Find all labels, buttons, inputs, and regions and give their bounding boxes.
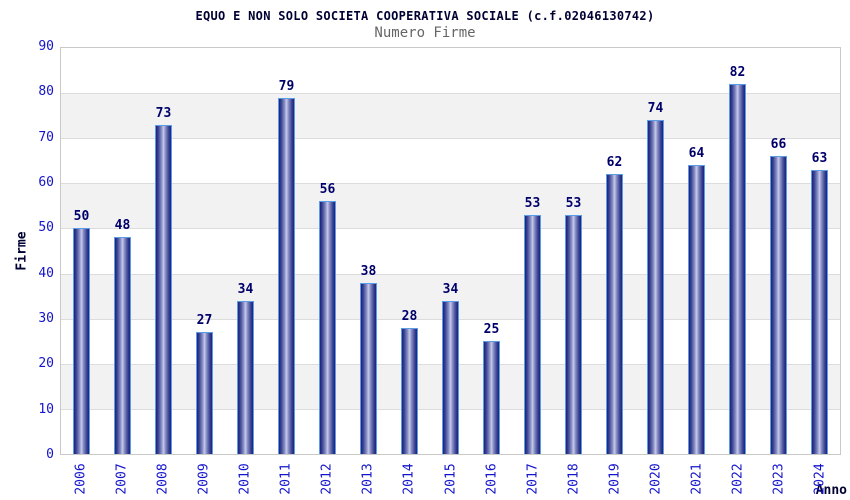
bar-2009 — [196, 332, 213, 454]
y-tick-label: 90 — [38, 39, 54, 54]
x-tick-label: 2022 — [730, 463, 746, 495]
bar-value-label: 38 — [360, 263, 377, 279]
bar-2018 — [565, 214, 582, 454]
bar-2011 — [278, 97, 295, 454]
bar-2021 — [688, 165, 705, 454]
bar-2019 — [606, 174, 623, 454]
x-tick-label: 2014 — [401, 463, 417, 495]
chart-subtitle: Numero Firme — [374, 25, 476, 41]
bar-value-label: 64 — [688, 146, 705, 162]
bar-value-label: 63 — [811, 150, 828, 166]
y-axis-title: Firme — [14, 231, 30, 271]
y-tick-label: 80 — [38, 84, 54, 100]
gridline — [61, 183, 840, 185]
y-tick-label: 50 — [38, 220, 54, 236]
gridline — [61, 228, 840, 230]
y-tick-label: 10 — [38, 401, 54, 417]
x-tick-label: 2016 — [484, 463, 500, 495]
x-tick-label: 2007 — [114, 463, 130, 495]
x-tick-label: 2010 — [237, 463, 253, 495]
x-tick-label: 2017 — [525, 463, 541, 495]
x-tick-label: 2024 — [812, 463, 828, 495]
bar-2008 — [155, 124, 172, 454]
bar-2014 — [401, 327, 418, 454]
bar-value-label: 53 — [565, 195, 582, 211]
bar-2012 — [319, 201, 336, 454]
bar-2015 — [442, 300, 459, 454]
y-tick-label: 30 — [38, 311, 54, 326]
chart-title: EQUO E NON SOLO SOCIETA COOPERATIVA SOCI… — [195, 9, 655, 23]
y-tick-label: 70 — [38, 129, 54, 145]
y-tick-label: 0 — [46, 447, 54, 462]
bar-value-label: 27 — [196, 313, 213, 329]
bar-value-label: 50 — [73, 209, 90, 225]
gridline — [61, 138, 840, 140]
plot-band — [61, 183, 840, 229]
x-tick-label: 2012 — [319, 463, 335, 495]
bar-value-label: 56 — [319, 182, 336, 198]
gridline — [61, 93, 840, 95]
bar-2023 — [770, 156, 787, 454]
bar-2010 — [237, 300, 254, 454]
x-tick-label: 2020 — [648, 463, 664, 495]
bar-value-label: 34 — [237, 281, 254, 297]
x-tick-label: 2019 — [607, 463, 623, 495]
plot-area: 50 48 73 27 34 79 56 38 28 34 25 53 53 62 74 64 82 66 63 — [60, 47, 841, 455]
bar-2006 — [73, 228, 90, 454]
bar-2020 — [647, 120, 664, 454]
bar-2007 — [113, 237, 131, 454]
x-axis-title: Anno — [815, 483, 847, 498]
bar-value-label: 62 — [606, 155, 623, 171]
x-tick-label: 2008 — [155, 463, 171, 495]
x-tick-label: 2018 — [566, 463, 582, 495]
bar-2016 — [482, 341, 500, 454]
bar-2013 — [360, 282, 377, 454]
bar-2024 — [811, 169, 828, 454]
plot-band — [61, 93, 840, 139]
bar-2022 — [729, 84, 746, 454]
bar-value-label: 25 — [483, 322, 500, 338]
bar-value-label: 34 — [442, 281, 459, 297]
x-tick-label: 2006 — [73, 463, 89, 495]
bar-value-label: 74 — [647, 101, 664, 117]
bar-value-label: 73 — [155, 105, 172, 121]
x-tick-label: 2021 — [689, 463, 705, 495]
y-tick-label: 20 — [38, 356, 54, 372]
x-tick-label: 2013 — [360, 463, 376, 495]
bar-value-label: 48 — [114, 218, 131, 234]
x-tick-label: 2011 — [278, 463, 294, 495]
bar-2017 — [524, 214, 541, 454]
gridline — [61, 273, 840, 275]
y-tick-label: 40 — [38, 265, 54, 281]
bar-value-label: 53 — [524, 195, 541, 211]
bar-value-label: 28 — [401, 308, 418, 324]
x-tick-label: 2023 — [771, 463, 787, 495]
x-tick-label: 2015 — [443, 463, 458, 495]
y-tick-label: 60 — [38, 175, 54, 190]
bar-value-label: 66 — [770, 137, 787, 153]
bar-value-label: 79 — [278, 78, 295, 94]
bar-value-label: 82 — [729, 65, 746, 81]
x-tick-label: 2009 — [196, 463, 212, 495]
